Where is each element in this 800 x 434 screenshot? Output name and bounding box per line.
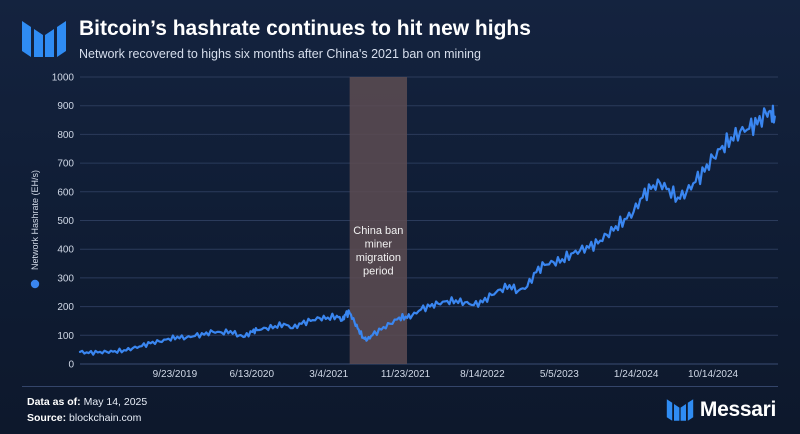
x-tick-label: 10/14/2024 xyxy=(688,369,738,380)
legend-swatch xyxy=(30,279,40,289)
y-tick-label: 100 xyxy=(57,331,74,342)
annotation-line: miner xyxy=(365,239,393,251)
y-tick-label: 600 xyxy=(57,187,74,198)
chart-title: Bitcoin’s hashrate continues to hit new … xyxy=(79,17,531,40)
source-label: Source: xyxy=(27,412,67,424)
source-value: blockchain.com xyxy=(69,412,142,424)
annotation-line: migration xyxy=(356,252,401,264)
x-tick-label: 3/4/2021 xyxy=(309,369,348,380)
y-axis-label-group: Network Hashrate (EH/s) xyxy=(30,170,40,289)
data-as-of-label: Data as of: xyxy=(27,396,81,408)
data-as-of-value: May 14, 2025 xyxy=(83,396,148,408)
y-tick-label: 500 xyxy=(57,216,74,227)
chart-subtitle: Network recovered to highs six months af… xyxy=(79,47,481,61)
brand-name: Messari xyxy=(699,398,776,421)
source: Source: blockchain.com xyxy=(27,412,141,424)
annotation-label: China ban miner migration period xyxy=(353,225,403,278)
y-tick-label: 900 xyxy=(57,101,74,112)
y-axis-label: Network Hashrate (EH/s) xyxy=(30,170,40,270)
messari-logo-icon xyxy=(22,21,66,57)
series-group xyxy=(78,104,776,356)
gridlines xyxy=(80,76,778,365)
y-tick-label: 1000 xyxy=(52,73,75,84)
annotation-line: China ban xyxy=(353,225,403,237)
y-tick-label: 700 xyxy=(57,159,74,170)
footer-divider xyxy=(22,386,778,387)
y-tick-label: 200 xyxy=(57,302,74,313)
y-tick-label: 800 xyxy=(57,130,74,141)
x-tick-label: 11/23/2021 xyxy=(381,369,431,380)
hashrate-line xyxy=(78,104,776,356)
x-tick-label: 8/14/2022 xyxy=(460,369,505,380)
x-axis-ticks: 9/23/2019 6/13/2020 3/4/2021 11/23/2021 8/14… xyxy=(153,369,739,380)
brand: Messari xyxy=(666,397,776,423)
messari-logo-icon xyxy=(666,399,694,421)
data-as-of: Data as of: May 14, 2025 xyxy=(27,396,147,408)
y-tick-label: 0 xyxy=(68,360,74,371)
x-tick-label: 1/24/2024 xyxy=(614,369,659,380)
annotation-line: period xyxy=(363,266,394,278)
y-axis-ticks: 0 100 200 300 400 500 600 700 800 900 1000 xyxy=(52,73,75,371)
x-tick-label: 9/23/2019 xyxy=(153,369,198,380)
y-tick-label: 400 xyxy=(57,245,74,256)
y-tick-label: 300 xyxy=(57,273,74,284)
x-tick-label: 5/5/2023 xyxy=(540,369,579,380)
annotation-band-group: China ban miner migration period xyxy=(349,77,408,364)
china-ban-band xyxy=(349,77,408,364)
x-tick-label: 6/13/2020 xyxy=(230,369,275,380)
